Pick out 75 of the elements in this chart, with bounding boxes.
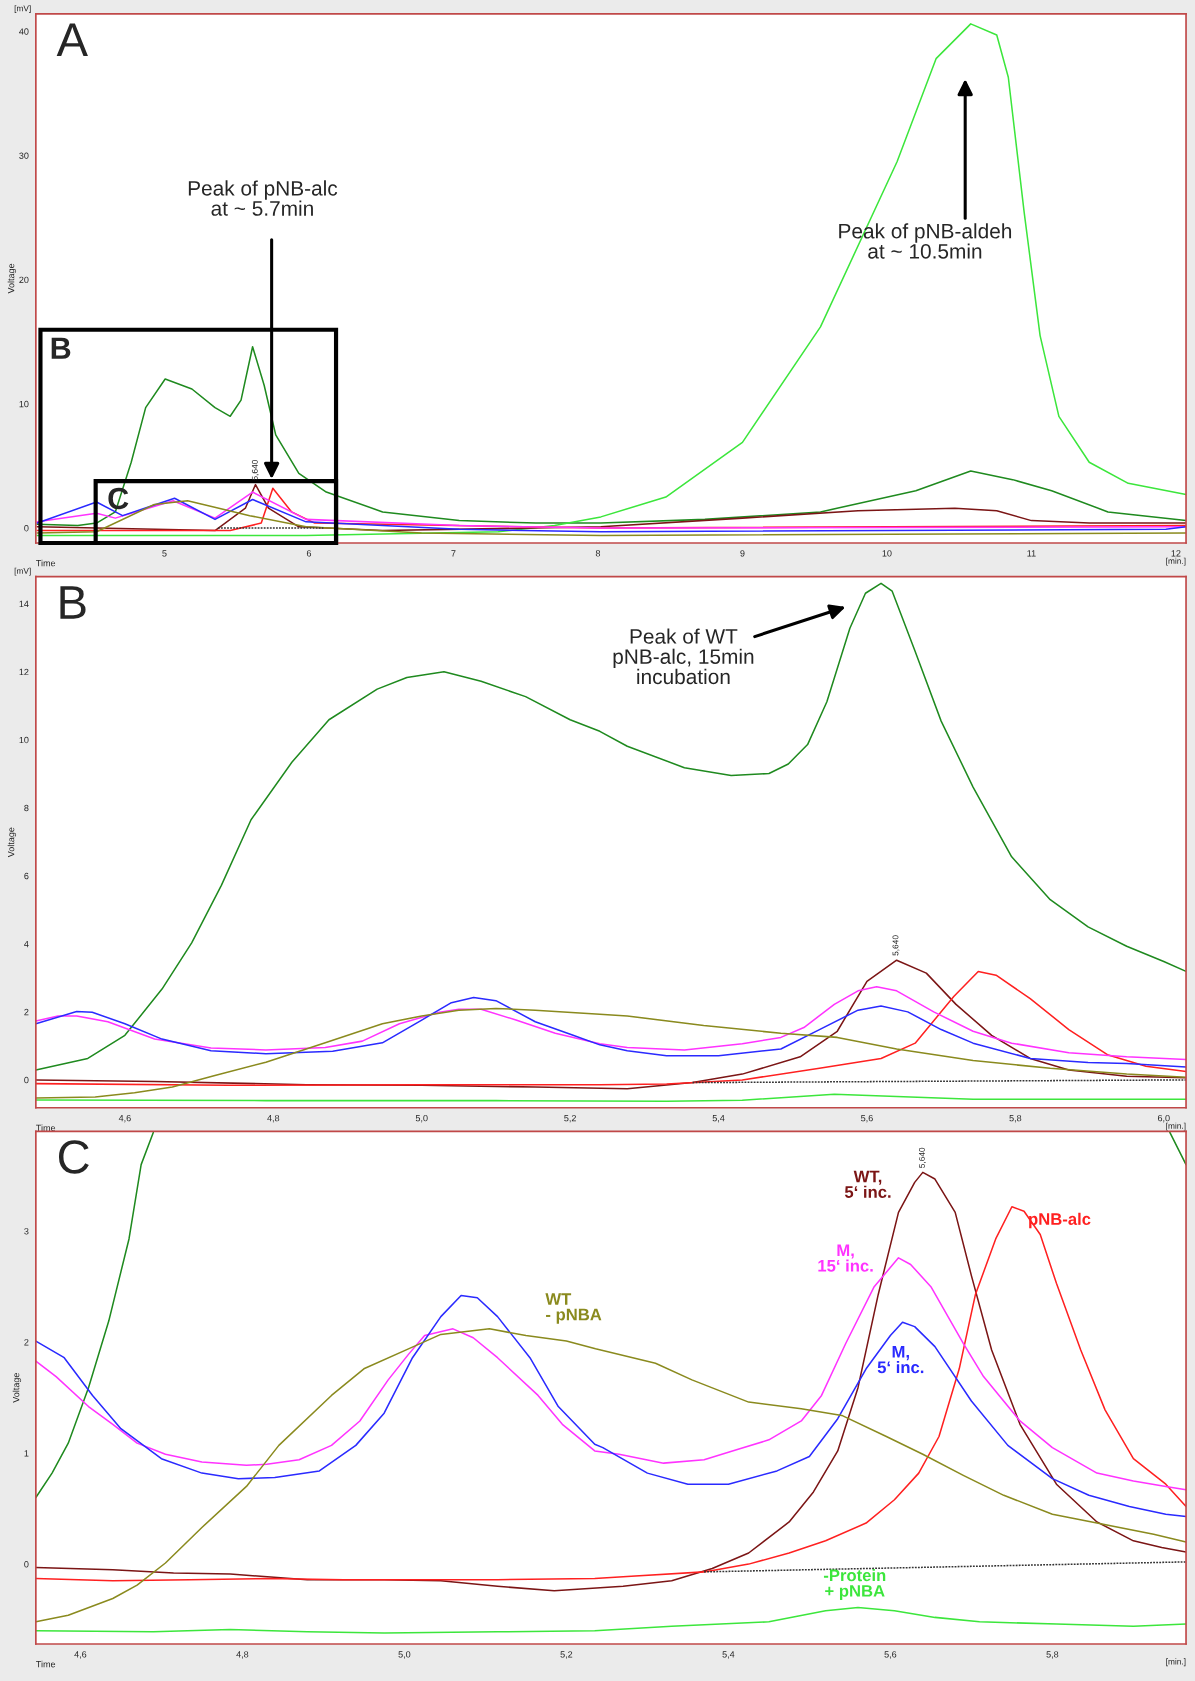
- series-label: M, 5‘ inc.: [877, 1346, 924, 1374]
- x-tick-label: 4,8: [267, 1114, 280, 1123]
- y-tick-label: 1: [24, 1450, 29, 1457]
- x-tick-label: 4,6: [118, 1114, 131, 1123]
- x-tick-label: 4,8: [236, 1651, 249, 1659]
- line-series: [35, 996, 1187, 1068]
- y-tick-label: 0: [24, 525, 29, 532]
- x-tick-label: 5: [162, 550, 167, 557]
- annotation: 5,640: [918, 1147, 926, 1168]
- y-tick-label: 4: [24, 940, 29, 948]
- x-tick-label: 5,2: [560, 1651, 573, 1659]
- series-label: M, 15‘ inc.: [818, 1244, 873, 1272]
- text: [min.]: [1166, 557, 1186, 566]
- annotation: 5,640: [892, 935, 900, 956]
- x-tick-label: 5,8: [1009, 1114, 1022, 1123]
- x-tick-label: 5,6: [861, 1114, 873, 1123]
- y-tick-label: 30: [19, 152, 29, 159]
- y-tick-label: 0: [24, 1561, 29, 1568]
- x-axis-title: Time: [36, 559, 56, 567]
- x-tick-label: 6,0: [1157, 1114, 1170, 1123]
- y-axis-title: Voltage: [12, 1373, 22, 1403]
- y-tick-label: 8: [24, 804, 29, 812]
- line-series: [35, 582, 1187, 1071]
- x-tick-label: 5,6: [884, 1651, 897, 1659]
- x-tick-label: 12: [1171, 550, 1181, 557]
- y-tick-label: 14: [19, 600, 29, 608]
- series-label: WT - pNBA: [545, 1293, 602, 1324]
- series-label: pNB-alc: [1029, 1212, 1091, 1229]
- chart-title: C: [58, 1140, 89, 1174]
- y-tick-label: 40: [19, 28, 29, 35]
- text: [mV]: [14, 567, 31, 576]
- y-tick-label: 3: [24, 1228, 29, 1235]
- x-tick-label: 5,0: [415, 1114, 428, 1123]
- annotation: Peak of pNB-alc at ~ 5.7min: [188, 180, 338, 216]
- x-tick-label: 5,4: [722, 1651, 735, 1659]
- y-tick-label: 10: [19, 736, 29, 744]
- x-tick-label: 9: [740, 550, 745, 557]
- text: [mV]: [14, 5, 31, 13]
- x-tick-label: 5,8: [1046, 1651, 1059, 1659]
- line-series: [36, 23, 1187, 537]
- x-tick-label: 4,6: [74, 1651, 87, 1659]
- y-axis-title: Voltage: [7, 827, 17, 858]
- x-tick-label: 6: [306, 550, 312, 557]
- annotation: B: [51, 337, 71, 359]
- chart-title: A: [56, 23, 88, 57]
- x-tick-label: 11: [1027, 550, 1036, 557]
- x-axis-title: Time: [36, 1660, 56, 1668]
- x-tick-label: 5,2: [564, 1114, 576, 1123]
- series-label: -Protein + pNBA: [823, 1569, 886, 1601]
- x-axis-title: Time: [36, 1124, 56, 1132]
- line-series: [35, 1606, 1187, 1634]
- y-tick-label: 20: [19, 276, 29, 284]
- y-tick-label: 0: [24, 1076, 29, 1084]
- y-tick-label: 10: [19, 400, 29, 408]
- series-label: WT, 5‘ inc.: [844, 1170, 891, 1198]
- y-tick-label: 2: [24, 1008, 29, 1016]
- annotation: 5,640: [251, 460, 259, 481]
- x-tick-label: 8: [595, 550, 601, 557]
- line-series: [35, 985, 1187, 1061]
- line-series: [35, 1294, 1187, 1518]
- line-series: [35, 1328, 1187, 1623]
- x-tick-label: 5,4: [712, 1115, 725, 1123]
- x-tick-label: 7: [451, 550, 456, 557]
- y-axis-title: Voltage: [7, 263, 17, 294]
- y-tick-label: 2: [24, 1339, 29, 1346]
- line-series: [35, 1007, 1187, 1099]
- y-tick-label: 12: [19, 668, 29, 676]
- chart-title: B: [60, 586, 86, 619]
- x-tick-label: 10: [882, 550, 892, 557]
- x-tick-label: 5,0: [398, 1651, 411, 1659]
- annotation: Peak of WT pNB-alc, 15min incubation: [613, 628, 754, 685]
- y-tick-label: 6: [24, 872, 29, 880]
- line-series: [35, 1093, 1187, 1103]
- text: [min.]: [1166, 1658, 1186, 1667]
- text: [min.]: [1166, 1122, 1186, 1131]
